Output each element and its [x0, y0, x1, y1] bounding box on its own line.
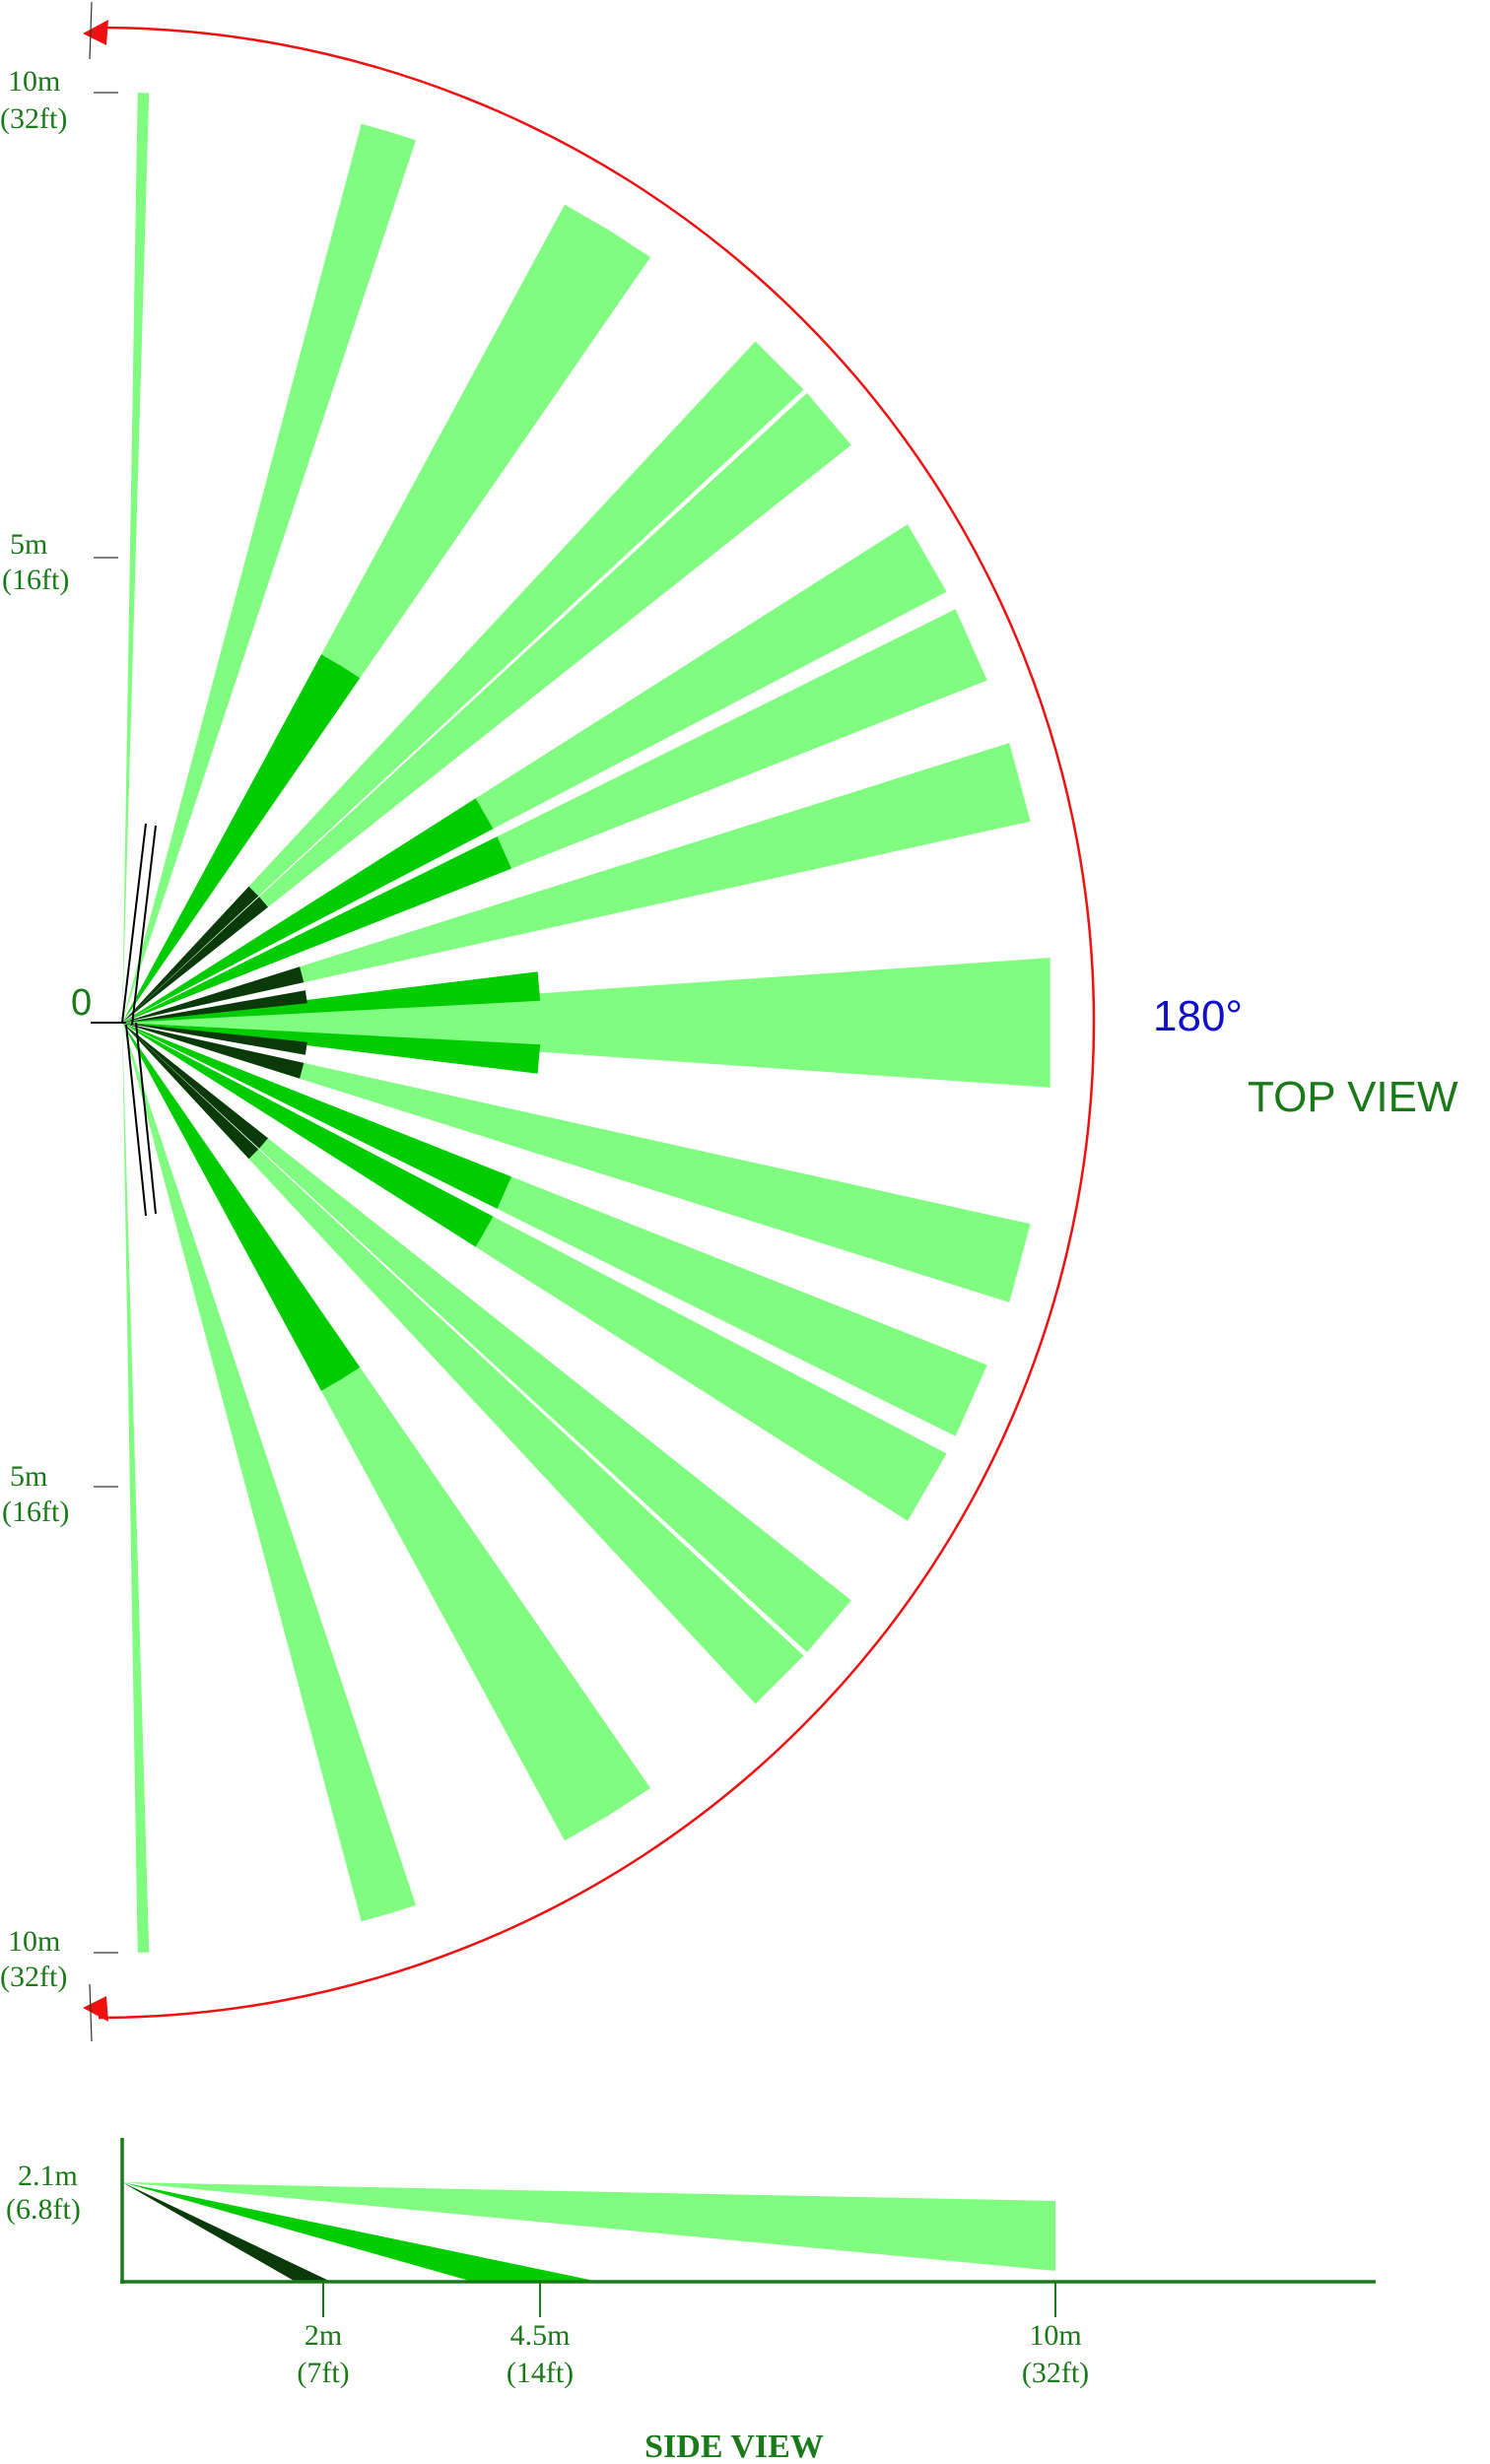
axis-tick-top-end	[89, 1, 93, 60]
side-tick-label-4.5m-ft: (14ft)	[507, 2357, 574, 2389]
detection-zone-wedge	[122, 1023, 361, 1380]
detection-zone-wedge	[122, 1023, 268, 1149]
detection-zone-wedge	[122, 798, 494, 1023]
detection-zone-wedge	[122, 123, 390, 1023]
coverage-arc	[98, 26, 1096, 2020]
axis-tick-bottom-end	[89, 1983, 93, 2042]
detection-zone-wedge	[122, 743, 1031, 1023]
detection-zone-wedge	[122, 1023, 305, 1079]
sensor-mount-line	[131, 825, 157, 1026]
detection-zone-wedge	[122, 897, 268, 1023]
near-detection-zones	[122, 886, 307, 1160]
detection-zone-wedge	[122, 1023, 390, 1922]
detection-zone-wedge	[122, 836, 511, 1023]
detection-zone-wedge	[122, 1023, 342, 1391]
detection-zone-wedge	[122, 966, 305, 1023]
detection-zone-wedge	[122, 654, 342, 1023]
detection-zone-wedge	[122, 1023, 150, 1953]
angle-label: 180°	[1153, 992, 1243, 1040]
detection-zone-wedge	[122, 1023, 1031, 1302]
detection-zone-wedge	[122, 665, 361, 1023]
side-tick-label-4.5m: 4.5m	[510, 2319, 571, 2352]
origin-label: 0	[71, 982, 92, 1024]
detection-zone-wedge	[122, 1023, 851, 1652]
detection-zone-wedge	[122, 131, 416, 1024]
detection-zone-wedge	[122, 341, 804, 1023]
sensor-mount-line	[125, 1024, 147, 1217]
side-height-label-ft: (6.8ft)	[6, 2193, 81, 2226]
detection-zone-wedge	[122, 990, 307, 1023]
detection-zone-wedge	[122, 1023, 804, 1704]
detection-zone-wedge	[122, 1023, 511, 1209]
arc-arrowhead-bottom	[83, 1996, 108, 2022]
detection-zone-wedge	[122, 958, 1050, 1088]
side-tick-label-2m-ft: (7ft)	[297, 2357, 349, 2389]
far-detection-zones	[122, 93, 1050, 1953]
side-view: 2.1m (6.8ft) 2m (7ft) 4.5m (14ft) 10m (3…	[6, 2138, 1376, 2464]
scale-label-bottom-5m-ft: (16ft)	[2, 1496, 69, 1528]
scale-label-bottom-5m: 5m	[10, 1460, 47, 1493]
detection-zone-wedge	[122, 1023, 307, 1055]
top-view-scale-labels: 10m (32ft) 5m (16ft) 5m (16ft) 10m (32ft…	[0, 65, 69, 1993]
scale-label-bottom-10m-ft: (32ft)	[0, 1961, 67, 1993]
side-mid-zone	[122, 2182, 599, 2282]
scale-label-top-10m: 10m	[8, 65, 60, 98]
scale-label-top-5m: 5m	[10, 528, 47, 561]
detection-zone-wedge	[122, 1023, 416, 1914]
side-tick-label-10m-ft: (32ft)	[1022, 2357, 1089, 2389]
side-tick-label-10m: 10m	[1029, 2319, 1081, 2352]
top-view: 0 180° TOP VIEW 10m (32ft) 5m (16ft) 5m …	[0, 1, 1458, 2042]
detection-zone-wedge	[122, 1023, 494, 1247]
sensor-mount-line	[121, 823, 147, 1024]
side-far-zone	[122, 2182, 1055, 2271]
side-view-title: SIDE VIEW	[644, 2429, 824, 2464]
side-near-zone	[122, 2182, 331, 2282]
side-tick-label-2m: 2m	[305, 2319, 342, 2352]
detection-zone-wedge	[122, 1023, 259, 1160]
scale-label-top-10m-ft: (32ft)	[0, 102, 67, 135]
scale-label-bottom-10m: 10m	[8, 1925, 60, 1958]
detection-zone-wedge	[122, 886, 259, 1023]
detection-zone-wedge	[122, 393, 851, 1023]
detection-zone-wedge	[122, 93, 150, 1024]
top-view-title: TOP VIEW	[1248, 1073, 1458, 1121]
sensor-mount-line	[135, 1022, 157, 1215]
arc-arrowhead-top	[83, 20, 108, 45]
scale-label-top-5m-ft: (16ft)	[2, 564, 69, 596]
side-height-label: 2.1m	[18, 2160, 78, 2192]
